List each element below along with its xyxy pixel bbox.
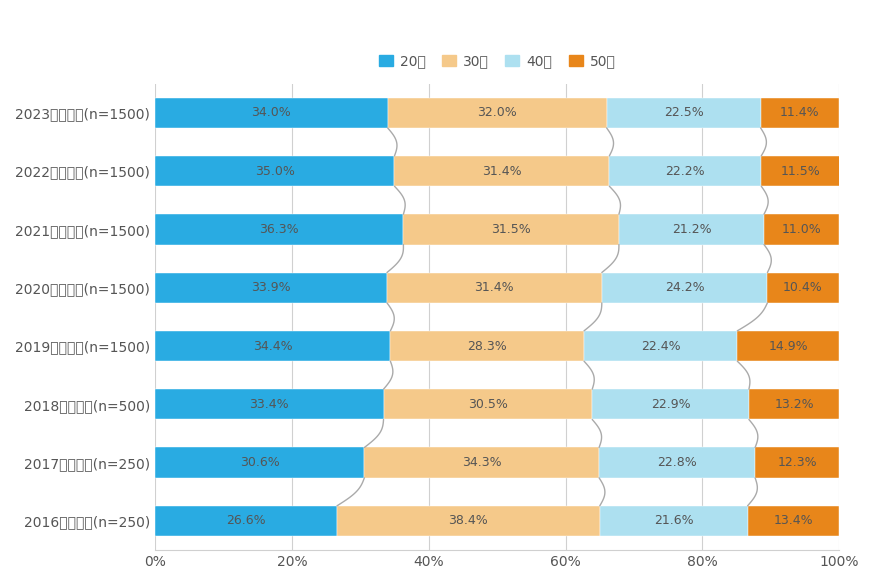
Text: 33.4%: 33.4% xyxy=(249,398,289,411)
Text: 31.4%: 31.4% xyxy=(475,281,514,294)
Bar xyxy=(155,506,337,536)
Bar xyxy=(619,214,764,245)
Text: 22.5%: 22.5% xyxy=(663,106,704,119)
Text: 31.4%: 31.4% xyxy=(482,165,522,178)
Text: 21.2%: 21.2% xyxy=(671,223,711,236)
Bar xyxy=(364,447,599,478)
Text: 33.9%: 33.9% xyxy=(251,281,291,294)
Text: 28.3%: 28.3% xyxy=(468,339,507,353)
Bar xyxy=(337,506,600,536)
Bar xyxy=(607,98,760,128)
Text: 34.4%: 34.4% xyxy=(253,339,293,353)
Text: 10.4%: 10.4% xyxy=(783,281,822,294)
Bar xyxy=(155,98,388,128)
Bar xyxy=(155,331,391,361)
Bar xyxy=(747,506,839,536)
Legend: 20代, 30代, 40代, 50代: 20代, 30代, 40代, 50代 xyxy=(373,48,621,74)
Bar xyxy=(387,273,602,303)
Bar xyxy=(155,214,404,245)
Bar xyxy=(384,389,593,419)
Text: 26.6%: 26.6% xyxy=(226,515,266,527)
Text: 34.0%: 34.0% xyxy=(252,106,291,119)
Text: 11.0%: 11.0% xyxy=(781,223,822,236)
Text: 21.6%: 21.6% xyxy=(654,515,693,527)
Bar xyxy=(394,156,609,186)
Bar xyxy=(764,214,839,245)
Bar xyxy=(760,98,838,128)
Bar xyxy=(755,447,839,478)
Text: 11.5%: 11.5% xyxy=(780,165,821,178)
Text: 31.5%: 31.5% xyxy=(491,223,531,236)
Text: 22.9%: 22.9% xyxy=(651,398,690,411)
Text: 11.4%: 11.4% xyxy=(780,106,820,119)
Bar xyxy=(600,506,747,536)
Bar xyxy=(155,156,394,186)
Bar xyxy=(599,447,755,478)
Bar xyxy=(584,331,738,361)
Bar xyxy=(767,273,838,303)
Text: 14.9%: 14.9% xyxy=(768,339,808,353)
Bar xyxy=(155,447,364,478)
Text: 22.8%: 22.8% xyxy=(657,456,697,469)
Text: 32.0%: 32.0% xyxy=(477,106,517,119)
Text: 22.2%: 22.2% xyxy=(665,165,705,178)
Text: 12.3%: 12.3% xyxy=(777,456,817,469)
Text: 30.6%: 30.6% xyxy=(239,456,280,469)
Bar xyxy=(602,273,767,303)
Bar xyxy=(155,389,384,419)
Bar xyxy=(404,214,619,245)
Text: 22.4%: 22.4% xyxy=(641,339,681,353)
Bar xyxy=(609,156,761,186)
Bar xyxy=(155,273,387,303)
Text: 34.3%: 34.3% xyxy=(462,456,502,469)
Text: 35.0%: 35.0% xyxy=(255,165,295,178)
Bar xyxy=(749,389,839,419)
Text: 38.4%: 38.4% xyxy=(448,515,489,527)
Text: 30.5%: 30.5% xyxy=(468,398,508,411)
Text: 24.2%: 24.2% xyxy=(665,281,704,294)
Bar xyxy=(738,331,839,361)
Bar xyxy=(388,98,607,128)
Bar xyxy=(761,156,840,186)
Text: 36.3%: 36.3% xyxy=(260,223,299,236)
Bar xyxy=(593,389,749,419)
Text: 13.2%: 13.2% xyxy=(774,398,814,411)
Bar xyxy=(391,331,584,361)
Text: 13.4%: 13.4% xyxy=(773,515,813,527)
